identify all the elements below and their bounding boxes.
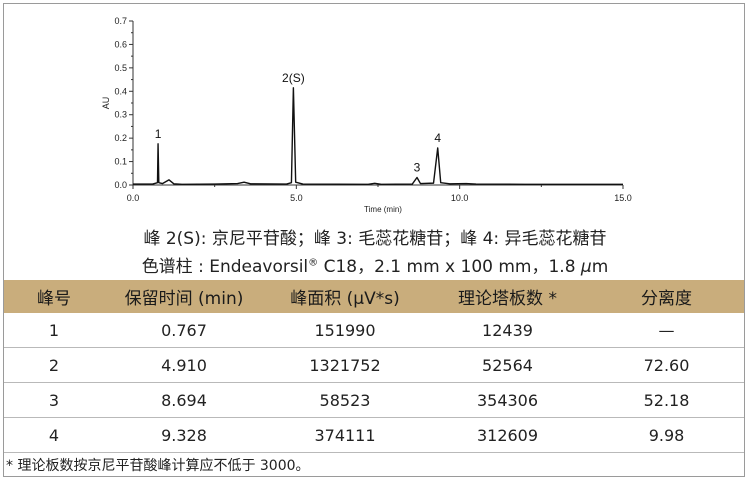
cell-theoretical-plates: 52564 [426,347,589,383]
x-tick-label: 10.0 [451,193,469,203]
table-row: 4 9.328 374111 312609 9.98 [4,417,744,453]
cell-peak-area: 58523 [264,382,426,418]
cell-theoretical-plates: 312609 [426,417,589,453]
y-tick-label: 0.0 [114,180,127,190]
footnote: * 理论板数按京尼平苷酸峰计算应不低于 3000。 [6,458,310,474]
y-tick-label: 0.1 [114,157,127,167]
header-peak-area: 峰面积 (μV*s) [264,280,426,313]
caption-column-unit: m [591,257,609,277]
cell-retention-time: 9.328 [104,417,264,453]
caption-column-prefix: 色谱柱 : Endeavorsil [141,257,309,277]
caption-peaks: 峰 2(S): 京尼平苷酸；峰 3: 毛蕊花糖苷；峰 4: 异毛蕊花糖苷 [143,229,607,249]
caption-column-mu: μ [580,257,592,277]
header-theoretical-plates: 理论塔板数 * [426,280,589,313]
header-peak-no: 峰号 [4,280,104,313]
cell-retention-time: 0.767 [104,313,264,348]
y-axis-title: AU [101,97,111,110]
chromatogram-chart: 0.0 0.1 0.2 0.3 0.4 0.5 0.6 0.7 0.0 5.0 10.0 15.0 AU… [0,0,750,220]
peak-label: 2(S) [282,71,305,85]
results-table: 峰号 保留时间 (min) 峰面积 (μV*s) 理论塔板数 * 分离度 1 0… [4,280,744,453]
cell-peak-area: 374111 [264,417,426,453]
x-tick-label: 15.0 [614,193,632,203]
y-tick-label: 0.4 [114,86,127,96]
cell-resolution: 72.60 [589,347,744,383]
y-tick-label: 0.2 [114,133,127,143]
cell-peak-no: 1 [4,313,104,348]
figure-frame [3,3,745,477]
caption-column: 色谱柱 : Endeavorsil® C18，2.1 mm x 100 mm，1… [0,252,750,277]
y-tick-label: 0.6 [114,39,127,49]
peak-label: 4 [434,131,441,145]
chromatogram-trace [133,87,623,185]
x-tick-label: 0.0 [127,193,140,203]
header-resolution: 分离度 [589,280,744,313]
peak-label: 1 [155,127,162,141]
cell-peak-area: 151990 [264,313,426,348]
chromatogram-svg: 0.0 0.1 0.2 0.3 0.4 0.5 0.6 0.7 0.0 5.0 10.0 15.0 AU… [101,16,632,214]
x-tick-label: 5.0 [290,193,303,203]
y-tick-label: 0.3 [114,110,127,120]
cell-theoretical-plates: 354306 [426,382,589,418]
registered-mark: ® [308,257,319,269]
table-row: 3 8.694 58523 354306 52.18 [4,382,744,418]
cell-resolution: 9.98 [589,417,744,453]
y-tick-label: 0.7 [114,16,127,26]
y-tick-label: 0.5 [114,63,127,73]
peak-label: 3 [414,161,421,175]
cell-retention-time: 8.694 [104,382,264,418]
caption-column-spec: C18，2.1 mm x 100 mm，1.8 [318,257,581,277]
cell-peak-area: 1321752 [264,347,426,383]
table-row: 1 0.767 151990 12439 — [4,313,744,348]
cell-peak-no: 4 [4,417,104,453]
header-retention-time: 保留时间 (min) [104,280,264,313]
cell-resolution: — [589,313,744,348]
x-axis-title: Time (min) [364,205,402,214]
cell-theoretical-plates: 12439 [426,313,589,348]
cell-peak-no: 3 [4,382,104,418]
table-row: 2 4.910 1321752 52564 72.60 [4,347,744,383]
cell-resolution: 52.18 [589,382,744,418]
table-header-row: 峰号 保留时间 (min) 峰面积 (μV*s) 理论塔板数 * 分离度 [4,280,744,313]
cell-retention-time: 4.910 [104,347,264,383]
cell-peak-no: 2 [4,347,104,383]
